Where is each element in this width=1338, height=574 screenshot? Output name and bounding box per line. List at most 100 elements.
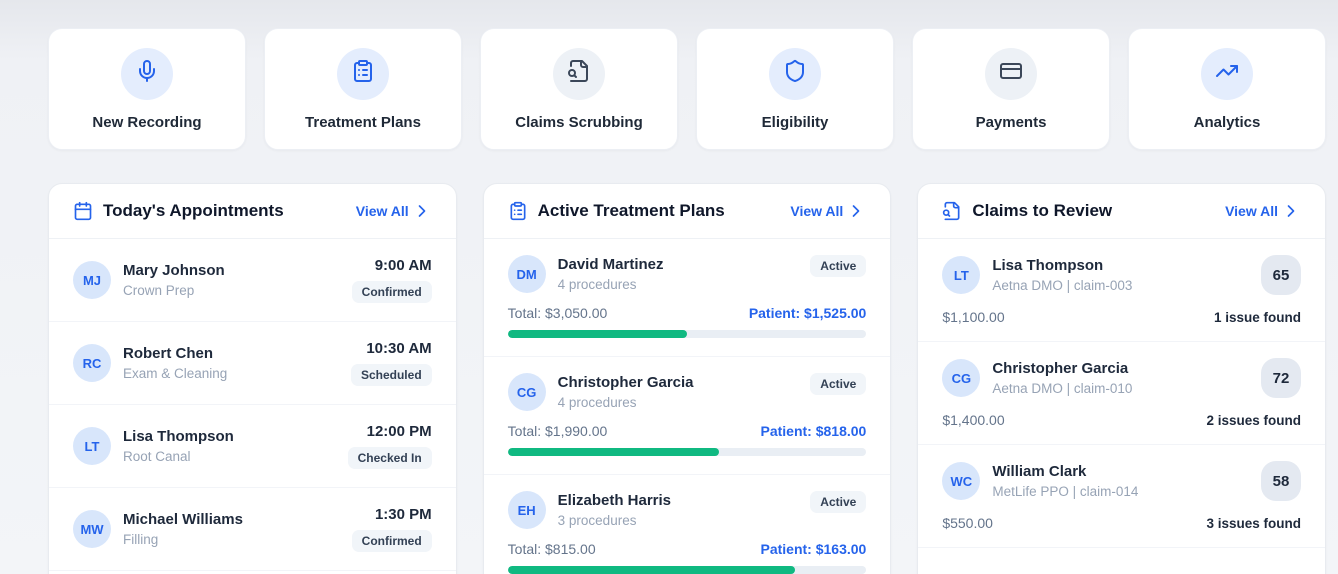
clipboard-icon [351,59,375,88]
avatar: CG [507,373,546,411]
patient-name: Michael Williams [123,510,243,528]
avatar-initials: MJ [82,272,102,288]
plan-progress-fill [507,448,720,456]
procedures-count: 4 procedures [557,277,637,293]
plan-patient-amount: Patient: $1,525.00 [748,305,867,321]
appointment-time: 9:00 AM [374,257,432,274]
appointment-row[interactable]: MJ Mary Johnson Crown Prep 9:00 AM Confi… [49,239,456,322]
plan-patient-amount: Patient: $163.00 [760,541,867,557]
quick-action-label: New Recording [92,113,202,131]
quick-action-icon-circle [985,47,1037,100]
avatar: LT [73,427,111,465]
claim-item[interactable]: LT Lisa Thompson Aetna DMO | claim-003 6… [918,239,1325,342]
appointment-row[interactable]: RC Robert Chen Exam & Cleaning 10:30 AM … [49,322,456,405]
calendar-icon [73,201,93,221]
plan-patient-amount: Patient: $818.00 [760,423,867,439]
quick-action-card[interactable]: Treatment Plans [264,28,462,150]
claim-issues: 3 issues found [1206,515,1301,531]
avatar-initials: CG [951,370,972,386]
plan-status-badge: Active [810,491,867,513]
quick-action-card[interactable]: Analytics [1128,28,1326,150]
quick-action-icon-circle [769,47,821,100]
avatar-initials: RC [82,355,102,371]
plan-total: Total: $3,050.00 [507,305,608,321]
quick-action-icon-circle [553,47,605,100]
status-badge: Confirmed [351,281,432,303]
claim-item[interactable]: CG Christopher Garcia Aetna DMO | claim-… [918,342,1325,445]
claim-issues: 1 issue found [1213,309,1301,325]
clipboard-icon [508,201,528,221]
procedure-label: Filling [123,532,159,548]
patient-name: Elizabeth Harris [557,491,672,509]
patient-name: Lisa Thompson [123,427,234,445]
avatar-initials: EH [517,502,536,518]
chevron-right-icon [412,201,432,221]
avatar: MW [73,510,111,548]
avatar: DM [507,255,546,293]
avatar-initials: MW [80,521,104,537]
claim-issues: 2 issues found [1206,412,1301,428]
treatment-plans-panel-header: Active Treatment Plans View All [483,184,891,239]
procedure-label: Exam & Cleaning [123,366,228,382]
file-search-icon [567,59,591,88]
quick-action-card[interactable]: New Recording [48,28,246,150]
patient-name: William Clark [992,462,1087,480]
treatment-plan-item[interactable]: EH Elizabeth Harris 3 procedures Active … [484,475,891,574]
procedures-count: 3 procedures [557,513,637,529]
procedures-count: 4 procedures [557,395,637,411]
treatment-plans-panel: Active Treatment Plans View All DM [482,183,892,574]
view-all-label: View All [790,203,844,219]
shield-icon [783,59,807,88]
patient-name: Christopher Garcia [992,359,1129,377]
patient-name: David Martinez [557,255,664,273]
treatment-plans-list: DM David Martinez 4 procedures Active To… [483,239,891,574]
appointment-time: 1:30 PM [374,506,432,523]
claims-panel-header: Claims to Review View All [918,184,1325,239]
quick-action-label: Treatment Plans [305,113,421,131]
view-all-label: View All [355,203,409,219]
view-all-link[interactable]: View All [1225,201,1301,221]
plan-progress-fill [507,330,687,338]
quick-action-label: Analytics [1193,113,1261,131]
panel-title: Active Treatment Plans [537,201,725,220]
plan-progress-fill [507,566,795,574]
claim-amount: $1,100.00 [942,309,1005,325]
claim-score-badge: 72 [1260,358,1301,398]
plan-status-badge: Active [810,255,867,277]
treatment-plan-item[interactable]: CG Christopher Garcia 4 procedures Activ… [483,357,891,475]
avatar: MJ [73,261,111,299]
avatar: LT [942,256,981,294]
panel-title: Today's Appointments [103,201,284,220]
claim-score-badge: 58 [1260,461,1301,501]
patient-name: Mary Johnson [123,261,225,279]
claim-detail: Aetna DMO | claim-003 [992,278,1133,294]
avatar-initials: LT [953,267,969,283]
quick-action-card[interactable]: Payments [912,28,1110,150]
appointment-row[interactable]: MW Michael Williams Filling 1:30 PM Conf… [49,488,456,571]
claim-amount: $550.00 [942,515,993,531]
quick-actions-row: New Recording Treatment Plans Claims Scr… [48,28,1326,150]
quick-action-label: Payments [975,113,1047,131]
procedure-label: Root Canal [123,449,191,465]
claim-item[interactable]: WC William Clark MetLife PPO | claim-014… [918,445,1325,548]
patient-name: Lisa Thompson [992,256,1104,274]
plan-progress-bar [507,330,867,338]
view-all-link[interactable]: View All [356,201,432,221]
treatment-plan-item[interactable]: DM David Martinez 4 procedures Active To… [483,239,891,357]
avatar-initials: DM [516,266,537,282]
quick-action-icon-circle [121,47,173,100]
quick-action-card[interactable]: Eligibility [696,28,894,150]
chevron-right-icon [846,201,866,221]
avatar: WC [942,462,981,500]
appointment-row[interactable]: LT Lisa Thompson Root Canal 12:00 PM Che… [49,405,456,488]
view-all-label: View All [1225,203,1278,219]
avatar: RC [73,344,111,382]
plan-progress-bar [507,448,867,456]
avatar-initials: LT [84,438,100,454]
claim-detail: Aetna DMO | claim-010 [992,381,1133,397]
quick-action-label: Eligibility [761,113,829,131]
view-all-link[interactable]: View All [790,201,866,221]
panel-title: Claims to Review [972,201,1113,220]
quick-action-card[interactable]: Claims Scrubbing [480,28,678,150]
